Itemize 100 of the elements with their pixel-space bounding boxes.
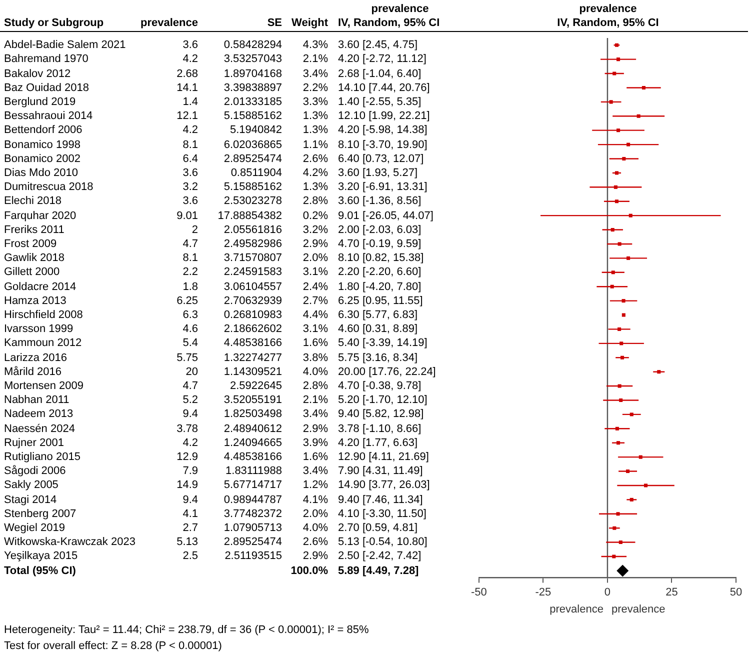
data-label: 3.4% [302, 407, 328, 422]
data-label: 14.90 [3.77, 26.03] [338, 478, 430, 492]
data-label: 5.20 [-1.70, 12.10] [338, 393, 428, 408]
data-label: 6.4 [182, 152, 198, 166]
category-label: Bahremand 1970 [4, 52, 88, 66]
data-label: 9.4 [182, 407, 198, 422]
point [612, 526, 616, 530]
point [620, 342, 624, 346]
data-label: 1.3% [302, 123, 328, 138]
data-label: 0.26810983 [224, 308, 282, 322]
data-label: 0.2% [302, 208, 328, 223]
text: SE [267, 17, 282, 29]
category-label: Mortensen 2009 [4, 379, 84, 394]
data-label: 8.1 [182, 251, 198, 266]
data-label: 3.6 [182, 194, 198, 208]
data-label: 2.0% [302, 251, 328, 266]
data-label: 9.40 [5.82, 12.98] [338, 407, 424, 422]
category-label: Witkowska-Krawczak 2023 [4, 535, 136, 550]
data-label: 2.1% [302, 52, 328, 66]
data-label: 2.01333185 [224, 94, 282, 109]
data-label: 2.5922645 [230, 379, 282, 394]
data-label: 1.6% [302, 450, 328, 464]
data-label: 4.1 [182, 506, 198, 521]
point [630, 498, 634, 502]
data-label: 4.20 [-2.72, 11.12] [338, 52, 426, 66]
point [610, 228, 614, 232]
data-label: 12.9 [176, 450, 198, 464]
category-label: Frost 2009 [4, 236, 57, 251]
data-label: 20 [186, 364, 198, 379]
data-label: 14.10 [7.44, 20.76] [338, 80, 430, 95]
category-label: Hamza 2013 [4, 294, 66, 308]
chart-subtitle: IV, Random, 95% CI [556, 17, 660, 29]
data-label: 5.75 [3.16, 8.34] [338, 350, 418, 365]
data-label: 4.7 [182, 379, 198, 394]
data-label: 2.70632939 [224, 294, 282, 308]
data-label: 2.24591583 [224, 265, 282, 280]
category-label: Baz Ouidad 2018 [4, 80, 90, 95]
data-label: 1.89704168 [224, 66, 282, 80]
text: prevalence [550, 604, 604, 616]
data-label: 2.18662602 [224, 322, 282, 336]
data-label: 5.13 [176, 535, 198, 550]
data-label: 4.70 [-0.38, 9.78] [338, 379, 422, 394]
data-label: 1.2% [302, 478, 328, 492]
point [657, 370, 661, 374]
data-label: 3.9% [302, 436, 328, 450]
category-label: Abdel-Badie Salem 2021 [4, 38, 126, 52]
category-label: Freriks 2011 [4, 222, 64, 237]
data-label: 6.40 [0.73, 12.07] [338, 152, 424, 166]
category-label: Ivarsson 1999 [4, 322, 74, 336]
text: prevalence [370, 3, 430, 15]
point [616, 564, 629, 577]
data-label: 14.9 [176, 478, 198, 492]
category-label: Rutigliano 2015 [4, 450, 80, 464]
category-label: Nabhan 2011 [4, 393, 70, 408]
point [612, 554, 616, 558]
data-label: 5.1940842 [230, 123, 282, 138]
point [616, 512, 620, 516]
data-label: 4.1% [302, 492, 328, 507]
point [614, 171, 618, 175]
x-tick-label: 0 [604, 586, 611, 598]
data-label: 4.20 [-5.98, 14.38] [338, 123, 428, 138]
data-label: 1.6% [302, 336, 328, 350]
data-label: 5.67714717 [224, 478, 282, 492]
category-label: Larizza 2016 [4, 350, 67, 365]
data-label: 4.0% [302, 521, 328, 536]
data-label: 1.40 [-2.55, 5.35] [338, 94, 422, 109]
text: Study or Subgroup [4, 17, 104, 29]
data-label: 3.71570807 [224, 251, 282, 266]
data-label: 7.90 [4.31, 11.49] [338, 464, 423, 478]
text: Weight [292, 17, 328, 29]
data-label: 1.3% [302, 180, 328, 194]
category-label: Bettendorf 2006 [4, 123, 82, 138]
x-tick-label: 25 [666, 586, 678, 598]
point [619, 398, 623, 402]
data-label: 14.1 [176, 80, 198, 95]
data-label: 8.10 [-3.70, 19.90] [338, 138, 428, 152]
category-label: Hirschfield 2008 [4, 308, 83, 322]
category-label: Bonamico 2002 [4, 152, 80, 166]
data-label: 2.9% [302, 549, 328, 564]
data-label: 4.6 [182, 322, 198, 336]
category-label: Yeşilkaya 2015 [4, 549, 78, 564]
data-label: 4.2 [182, 52, 198, 66]
data-label: 4.2% [302, 166, 328, 180]
data-label: 2.6% [302, 535, 328, 550]
point [611, 270, 615, 274]
point [615, 426, 619, 430]
data-label: 100.0% [290, 564, 328, 578]
point [610, 284, 614, 288]
category-label: Rujner 2001 [4, 436, 64, 450]
category-label: Bonamico 1998 [4, 138, 80, 152]
data-label: 3.6 [182, 166, 198, 180]
category-label: Gawlik 2018 [4, 251, 65, 266]
data-label: 3.6 [182, 38, 198, 52]
data-label: 4.48538166 [224, 450, 282, 464]
x-tick-label: -25 [535, 586, 552, 598]
point [616, 441, 620, 445]
data-label: 4.48538166 [224, 336, 282, 350]
category-label: Dumitrescua 2018 [4, 180, 94, 194]
data-label: 4.20 [1.77, 6.63] [338, 436, 418, 450]
data-label: 3.4% [302, 464, 328, 478]
